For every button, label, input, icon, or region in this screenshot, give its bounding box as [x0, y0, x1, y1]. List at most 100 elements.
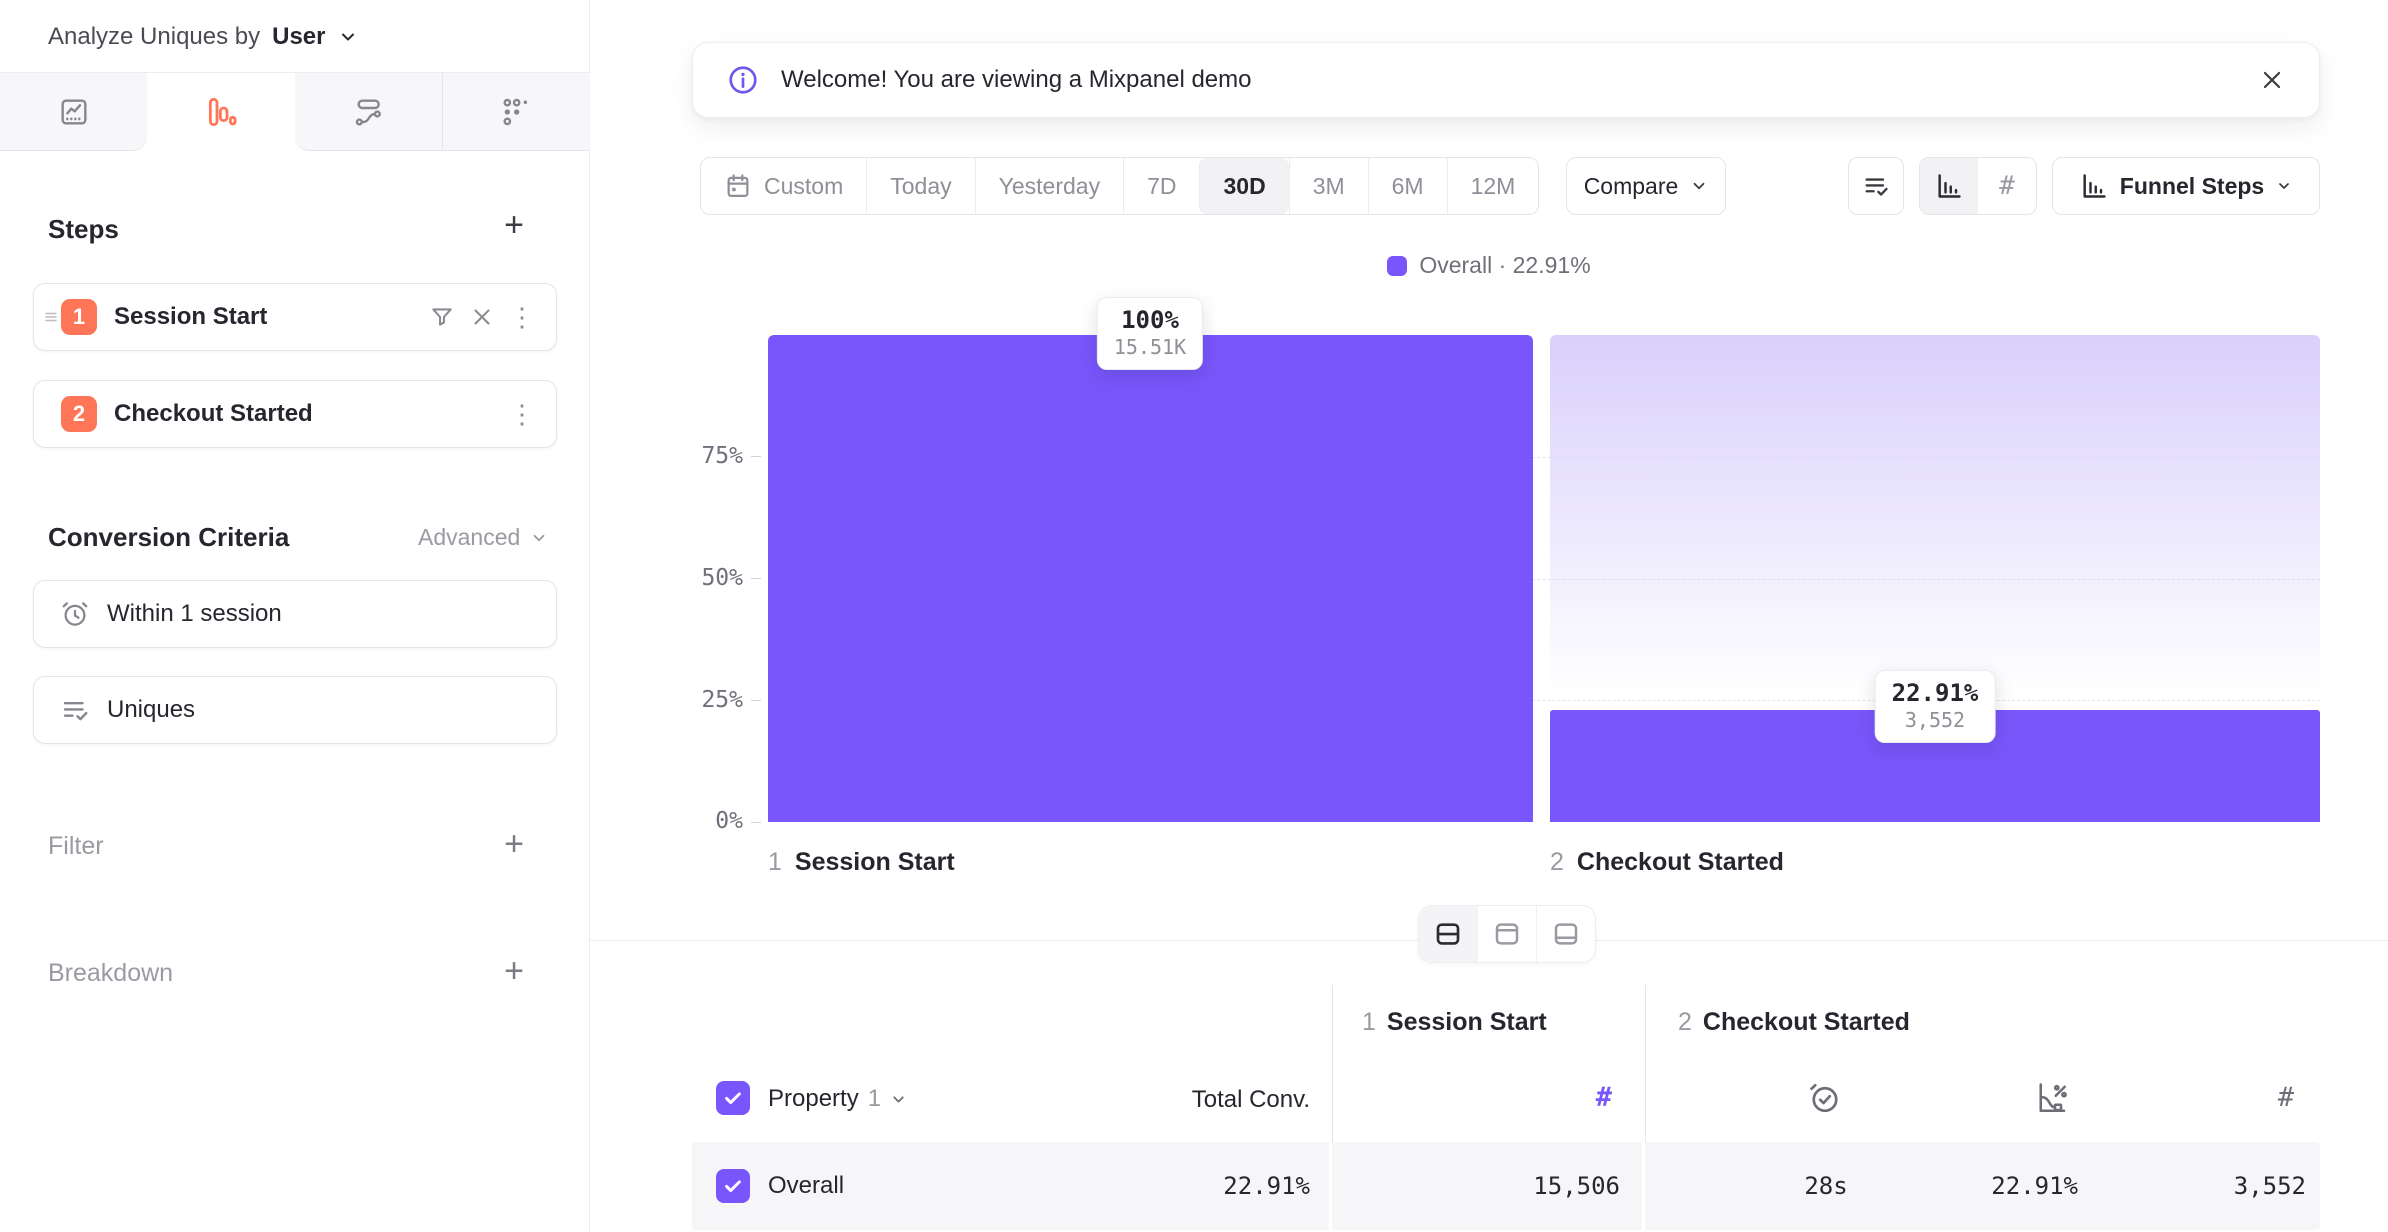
step-label: Session Start [114, 303, 268, 330]
column-step-number: 1 [1362, 1008, 1376, 1036]
chevron-down-icon [338, 27, 358, 47]
date-range-label: 6M [1391, 172, 1424, 199]
y-axis-tick [751, 456, 761, 457]
advanced-dropdown[interactable]: Advanced [418, 524, 548, 551]
select-all-checkbox[interactable] [716, 1081, 750, 1115]
remove-step-icon[interactable] [462, 297, 502, 337]
y-axis-tick-label: 50% [701, 565, 743, 591]
filter-step-icon[interactable] [422, 297, 462, 337]
metrics-list-button[interactable] [1848, 157, 1904, 215]
date-range-label: Custom [764, 172, 844, 199]
add-step-button[interactable]: + [504, 205, 524, 244]
bar1-count: 15.51K [1113, 335, 1187, 359]
funnel-bar-step-1[interactable] [768, 335, 1533, 822]
close-icon[interactable] [2259, 67, 2285, 93]
split-view-icon[interactable] [1419, 906, 1477, 962]
legend-swatch [1387, 255, 1408, 276]
date-range-label: Today [890, 172, 952, 199]
step-menu-icon[interactable]: ⋮ [509, 398, 535, 429]
table-column-step-2: 2 Checkout Started [1678, 1008, 1910, 1037]
column-step-name: Checkout Started [1702, 1008, 1910, 1036]
column-step-name: Session Start [1386, 1008, 1547, 1036]
legend-text: Overall · 22.91% [1419, 252, 1591, 278]
advanced-label: Advanced [418, 524, 521, 550]
gridline-25 [768, 700, 2320, 702]
conversion-rate-metric-icon[interactable] [2034, 1080, 2070, 1116]
step-number-badge: 2 [61, 396, 97, 432]
add-breakdown-button[interactable]: + [504, 951, 524, 990]
total-conv-header: Total Conv. [1191, 1086, 1310, 1113]
y-axis-tick-label: 0% [715, 808, 743, 834]
breakdown-section-title: Breakdown [48, 959, 174, 987]
steps-title: Steps [48, 214, 119, 244]
conversion-window-card[interactable]: Within 1 session [33, 580, 557, 648]
chart-only-view-icon[interactable] [1477, 906, 1536, 962]
date-range-30d[interactable]: 30D [1199, 158, 1289, 214]
counting-method-card[interactable]: Uniques [33, 676, 557, 744]
table-column-divider [1645, 985, 1646, 1142]
bar-chart-icon [2080, 172, 2108, 200]
table-only-view-icon[interactable] [1536, 906, 1595, 962]
tab-flows[interactable] [294, 73, 442, 151]
date-range-12m[interactable]: 12M [1446, 158, 1539, 214]
uniques-count-metric-icon[interactable]: # [1595, 1082, 1612, 1113]
uniques-count-metric-icon[interactable]: # [2277, 1082, 2295, 1113]
chart-legend[interactable]: Overall · 22.91% [590, 252, 2388, 279]
property-label: Property [768, 1085, 859, 1112]
x-axis-label-step-1: 1 Session Start [768, 848, 955, 877]
column-step-number: 2 [1678, 1008, 1692, 1036]
avg-time-to-convert-icon[interactable] [1807, 1080, 1843, 1116]
tab-retention[interactable] [441, 73, 590, 151]
row-step1-uniques: 15,506 [1533, 1172, 1620, 1200]
step-card-2[interactable]: 2 Checkout Started ⋮ [33, 380, 557, 448]
insights-icon [58, 96, 90, 128]
y-axis-tick-label: 25% [701, 687, 743, 713]
drag-handle-icon[interactable] [43, 284, 59, 350]
counting-method-label: Uniques [107, 696, 196, 723]
conversion-criteria-title: Conversion Criteria [48, 522, 290, 552]
table-column-divider [1332, 985, 1333, 1142]
gridline-50 [768, 578, 2320, 580]
date-range-today[interactable]: Today [866, 158, 974, 214]
show-percent-toggle[interactable] [1920, 158, 1978, 214]
bar2-count: 3,552 [1904, 708, 1966, 733]
demo-banner: Welcome! You are viewing a Mixpanel demo [692, 42, 2320, 118]
step-menu-icon[interactable]: ⋮ [509, 301, 535, 332]
property-dropdown[interactable]: Property 1 [768, 1085, 907, 1113]
funnels-icon [205, 96, 237, 128]
table-column-step-1: 1 Session Start [1362, 1008, 1547, 1037]
panel-layout-toggle [1418, 905, 1596, 963]
date-range-picker: Custom Today Yesterday 7D 30D 3M 6M 12M [700, 157, 1540, 215]
row-checkbox[interactable] [716, 1169, 750, 1203]
row-conv-rate: 22.91% [1991, 1172, 2078, 1200]
bar2-tooltip: 22.91% 3,552 [1874, 670, 1996, 744]
row-segment [1645, 1142, 2320, 1230]
funnel-steps-dropdown[interactable]: Funnel Steps [2052, 157, 2320, 215]
y-axis-tick-label: 75% [701, 443, 743, 469]
gridline-75 [768, 456, 2320, 458]
bar1-tooltip: 100% 15.51K [1096, 297, 1204, 370]
date-range-6m[interactable]: 6M [1367, 158, 1447, 214]
row-avg-time: 28s [1804, 1172, 1848, 1200]
date-range-yesterday[interactable]: Yesterday [974, 158, 1123, 214]
date-range-7d[interactable]: 7D [1123, 158, 1199, 214]
step-label: Checkout Started [114, 400, 313, 427]
date-range-3m[interactable]: 3M [1288, 158, 1368, 214]
bar-chart-icon [1935, 172, 1963, 200]
bar2-percent: 22.91% [1891, 679, 1979, 708]
step-card-1[interactable]: 1 Session Start ⋮ [33, 283, 557, 351]
date-range-label: 12M [1470, 172, 1516, 199]
analyze-by-control[interactable]: Analyze Uniques by User [48, 20, 358, 54]
date-range-custom[interactable]: Custom [701, 158, 866, 214]
compare-button[interactable]: Compare [1566, 157, 1726, 215]
row-total-conv: 22.91% [1223, 1172, 1310, 1200]
chevron-down-icon [1690, 177, 1708, 195]
report-type-tabs [0, 72, 590, 151]
add-filter-button[interactable]: + [504, 824, 524, 863]
tab-funnels[interactable] [147, 73, 295, 151]
show-count-toggle[interactable]: # [1999, 171, 2015, 201]
tab-insights[interactable] [0, 73, 148, 151]
x-axis-label-step-2: 2 Checkout Started [1550, 848, 1784, 877]
row-segment [692, 1142, 1329, 1230]
chevron-down-icon [890, 1091, 907, 1108]
